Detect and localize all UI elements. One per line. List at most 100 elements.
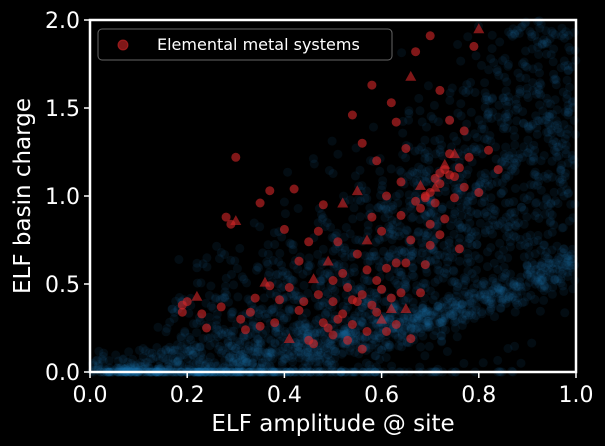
background-point bbox=[491, 154, 501, 164]
background-point bbox=[270, 338, 280, 348]
background-point bbox=[164, 359, 174, 369]
background-point bbox=[345, 229, 355, 239]
background-point bbox=[259, 293, 269, 303]
background-point bbox=[561, 145, 570, 155]
background-point bbox=[172, 345, 182, 355]
background-point bbox=[346, 327, 356, 337]
background-point bbox=[414, 313, 423, 323]
background-point bbox=[214, 325, 224, 335]
background-point bbox=[387, 361, 397, 371]
background-point bbox=[559, 286, 569, 296]
background-point bbox=[562, 90, 572, 99]
background-point bbox=[448, 297, 458, 307]
background-point bbox=[564, 30, 574, 40]
background-point bbox=[291, 290, 301, 300]
background-point bbox=[433, 265, 443, 275]
background-point bbox=[522, 261, 532, 270]
background-point bbox=[552, 255, 562, 265]
background-point bbox=[308, 353, 318, 363]
background-point bbox=[559, 56, 569, 66]
background-point bbox=[544, 254, 554, 264]
background-point bbox=[513, 300, 523, 310]
background-point bbox=[451, 317, 461, 326]
background-point bbox=[170, 356, 180, 366]
background-point bbox=[277, 260, 286, 270]
background-point bbox=[538, 201, 548, 210]
background-point bbox=[509, 158, 519, 168]
background-point bbox=[536, 156, 546, 166]
background-point bbox=[466, 77, 476, 87]
background-point bbox=[522, 62, 532, 72]
background-point bbox=[505, 278, 515, 287]
background-point bbox=[539, 151, 549, 160]
background-point bbox=[305, 261, 315, 271]
background-point bbox=[266, 335, 276, 345]
background-point bbox=[381, 204, 391, 214]
background-point bbox=[432, 220, 442, 229]
background-point bbox=[329, 360, 339, 370]
background-point bbox=[388, 201, 398, 210]
background-point bbox=[542, 283, 552, 293]
background-point bbox=[500, 113, 510, 123]
background-point bbox=[281, 354, 291, 364]
background-point bbox=[555, 174, 565, 184]
background-point bbox=[513, 293, 523, 303]
background-point bbox=[543, 201, 553, 211]
background-point bbox=[395, 222, 405, 231]
background-point bbox=[482, 95, 492, 105]
background-point bbox=[494, 284, 504, 294]
background-point bbox=[274, 257, 284, 267]
background-point bbox=[414, 309, 424, 319]
background-point bbox=[364, 360, 374, 370]
legend: Elemental metal systems bbox=[97, 28, 393, 61]
background-point bbox=[486, 289, 496, 299]
background-point bbox=[279, 355, 289, 365]
background-point bbox=[355, 165, 365, 175]
background-point bbox=[517, 153, 527, 162]
background-point bbox=[313, 301, 323, 311]
background-point bbox=[369, 335, 379, 344]
background-point bbox=[387, 235, 397, 245]
background-point bbox=[136, 362, 146, 372]
background-point bbox=[421, 315, 431, 325]
elemental-metal-point bbox=[382, 191, 391, 201]
background-point bbox=[480, 294, 490, 304]
background-point bbox=[487, 286, 497, 296]
background-point bbox=[257, 358, 267, 368]
background-point bbox=[294, 319, 304, 329]
background-point bbox=[493, 265, 503, 274]
background-point bbox=[350, 267, 359, 277]
background-point bbox=[285, 306, 295, 316]
background-point bbox=[463, 196, 473, 206]
elemental-metal-point bbox=[401, 258, 411, 268]
background-point bbox=[501, 170, 511, 180]
background-point bbox=[513, 103, 523, 113]
background-point bbox=[480, 280, 490, 290]
background-point bbox=[251, 352, 261, 362]
background-point bbox=[482, 296, 492, 306]
background-point bbox=[445, 88, 455, 98]
background-point bbox=[295, 320, 305, 330]
background-point bbox=[432, 212, 442, 222]
background-point bbox=[493, 221, 503, 230]
background-point bbox=[543, 38, 552, 48]
background-point bbox=[527, 32, 537, 42]
background-point bbox=[564, 256, 574, 266]
background-point bbox=[375, 166, 385, 176]
background-point bbox=[126, 358, 136, 368]
background-point bbox=[200, 361, 210, 371]
background-point bbox=[505, 209, 515, 219]
background-point bbox=[155, 356, 165, 365]
background-point bbox=[281, 268, 291, 278]
background-point bbox=[562, 253, 572, 263]
background-point bbox=[174, 255, 184, 264]
background-point bbox=[406, 251, 416, 261]
background-point bbox=[560, 107, 570, 117]
background-point bbox=[385, 272, 395, 282]
elemental-metal-point bbox=[318, 200, 328, 210]
background-point bbox=[269, 304, 278, 313]
background-point bbox=[329, 346, 338, 356]
x-axis-label: ELF amplitude @ site bbox=[211, 411, 454, 437]
background-point bbox=[546, 199, 556, 209]
background-point bbox=[544, 275, 554, 285]
